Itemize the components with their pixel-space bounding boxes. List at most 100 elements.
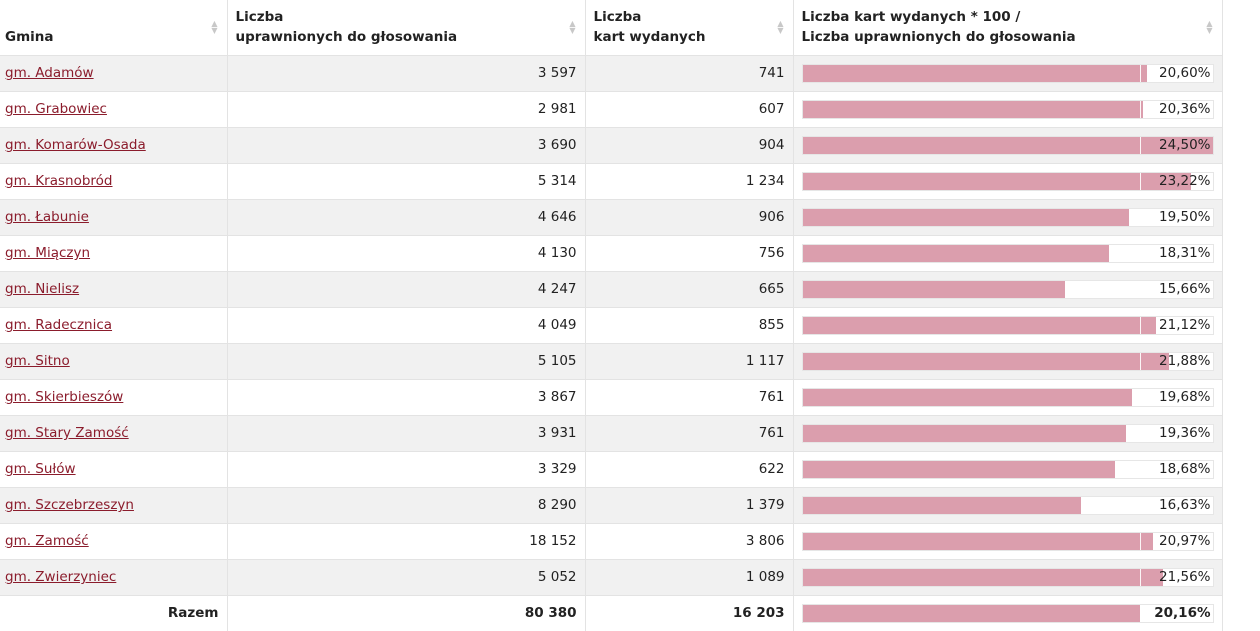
turnout-bar xyxy=(802,280,1065,298)
column-header-uprawnieni[interactable]: Liczba uprawnionych do głosowania ▲ ▼ xyxy=(227,0,586,55)
turnout-bar xyxy=(802,352,1169,370)
average-marker xyxy=(1139,388,1141,406)
average-marker xyxy=(1139,532,1141,550)
average-marker xyxy=(1139,244,1141,262)
sort-arrows-icon[interactable]: ▲ ▼ xyxy=(777,19,784,35)
average-marker xyxy=(1139,136,1141,154)
table-row: gm. Szczebrzeszyn 8 290 1 379 16,63% xyxy=(0,486,1223,523)
turnout-bar xyxy=(802,64,1148,82)
gmina-link[interactable]: gm. Zamość xyxy=(5,533,89,549)
gmina-link[interactable]: gm. Krasnobród xyxy=(5,173,113,189)
cell-karty: 904 xyxy=(585,126,794,163)
table-row: gm. Radecznica 4 049 855 21,12% xyxy=(0,306,1223,343)
turnout-bar-track: 20,16% xyxy=(801,603,1214,623)
cell-frekwencja: 19,50% xyxy=(793,198,1223,235)
cell-frekwencja: 20,97% xyxy=(793,522,1223,559)
table-row: gm. Sitno 5 105 1 117 21,88% xyxy=(0,342,1223,379)
average-marker xyxy=(1139,568,1141,586)
turnout-bar-track: 23,22% xyxy=(801,171,1214,191)
turnout-value: 21,12% xyxy=(1159,316,1211,333)
gmina-link[interactable]: gm. Stary Zamość xyxy=(5,425,129,441)
gmina-link[interactable]: gm. Grabowiec xyxy=(5,101,107,117)
cell-gmina: gm. Radecznica xyxy=(0,306,228,343)
cell-frekwencja: 21,56% xyxy=(793,558,1223,595)
gmina-link[interactable]: gm. Skierbieszów xyxy=(5,389,124,405)
gmina-link[interactable]: gm. Nielisz xyxy=(5,281,80,297)
sort-arrows-icon[interactable]: ▲ ▼ xyxy=(211,19,218,35)
table-row: gm. Zamość 18 152 3 806 20,97% xyxy=(0,522,1223,559)
turnout-bar-track: 15,66% xyxy=(801,279,1214,299)
average-marker xyxy=(1139,424,1141,442)
turnout-bar xyxy=(802,244,1109,262)
cell-karty: 761 xyxy=(585,378,794,415)
gmina-link[interactable]: gm. Sułów xyxy=(5,461,76,477)
cell-gmina: gm. Komarów-Osada xyxy=(0,126,228,163)
column-header-karty-line1: Liczba xyxy=(593,8,642,25)
cell-frekwencja: 18,68% xyxy=(793,450,1223,487)
cell-gmina: gm. Stary Zamość xyxy=(0,414,228,451)
gmina-link[interactable]: gm. Łabunie xyxy=(5,209,89,225)
cell-karty: 855 xyxy=(585,306,794,343)
cell-uprawnieni: 5 314 xyxy=(227,162,586,199)
cell-gmina: gm. Miączyn xyxy=(0,234,228,271)
cell-gmina: gm. Adamów xyxy=(0,54,228,91)
cell-karty: 607 xyxy=(585,90,794,127)
turnout-bar-track: 24,50% xyxy=(801,135,1214,155)
turnout-bar xyxy=(802,316,1156,334)
gmina-link[interactable]: gm. Szczebrzeszyn xyxy=(5,497,134,513)
cell-karty: 761 xyxy=(585,414,794,451)
turnout-bar-track: 16,63% xyxy=(801,495,1214,515)
table-row: gm. Miączyn 4 130 756 18,31% xyxy=(0,234,1223,271)
cell-frekwencja: 23,22% xyxy=(793,162,1223,199)
table-row: gm. Nielisz 4 247 665 15,66% xyxy=(0,270,1223,307)
table-row: gm. Łabunie 4 646 906 19,50% xyxy=(0,198,1223,235)
table-row: gm. Grabowiec 2 981 607 20,36% xyxy=(0,90,1223,127)
turnout-table: Gmina ▲ ▼ Liczba uprawnionych do głosowan… xyxy=(0,0,1223,631)
cell-uprawnieni: 8 290 xyxy=(227,486,586,523)
gmina-link[interactable]: gm. Miączyn xyxy=(5,245,91,261)
cell-uprawnieni: 4 130 xyxy=(227,234,586,271)
total-frekwencja: 20,16% xyxy=(793,594,1223,631)
turnout-value: 23,22% xyxy=(1159,172,1211,189)
sort-arrows-icon[interactable]: ▲ ▼ xyxy=(1206,19,1213,35)
column-header-gmina[interactable]: Gmina ▲ ▼ xyxy=(0,0,228,55)
gmina-link[interactable]: gm. Adamów xyxy=(5,65,94,81)
turnout-value: 19,68% xyxy=(1159,388,1211,405)
turnout-value: 15,66% xyxy=(1159,280,1211,297)
cell-frekwencja: 19,36% xyxy=(793,414,1223,451)
cell-gmina: gm. Łabunie xyxy=(0,198,228,235)
cell-frekwencja: 24,50% xyxy=(793,126,1223,163)
table-row: gm. Komarów-Osada 3 690 904 24,50% xyxy=(0,126,1223,163)
turnout-value: 20,60% xyxy=(1159,64,1211,81)
gmina-link[interactable]: gm. Radecznica xyxy=(5,317,113,333)
cell-uprawnieni: 18 152 xyxy=(227,522,586,559)
turnout-value: 16,63% xyxy=(1159,496,1211,513)
turnout-bar-track: 19,36% xyxy=(801,423,1214,443)
column-header-frekwencja[interactable]: Liczba kart wydanych * 100 / Liczba upra… xyxy=(793,0,1223,55)
average-marker xyxy=(1139,208,1141,226)
column-header-uprawnieni-line1: Liczba xyxy=(235,8,284,25)
turnout-bar xyxy=(802,172,1192,190)
total-uprawnieni: 80 380 xyxy=(227,594,586,631)
table-row: gm. Adamów 3 597 741 20,60% xyxy=(0,54,1223,91)
turnout-bar-track: 18,31% xyxy=(801,243,1214,263)
cell-karty: 1 117 xyxy=(585,342,794,379)
table-row: gm. Zwierzyniec 5 052 1 089 21,56% xyxy=(0,558,1223,595)
table-row: gm. Skierbieszów 3 867 761 19,68% xyxy=(0,378,1223,415)
gmina-link[interactable]: gm. Komarów-Osada xyxy=(5,137,146,153)
column-header-karty[interactable]: Liczba kart wydanych ▲ ▼ xyxy=(585,0,794,55)
total-row: Razem 80 380 16 203 20,16% xyxy=(0,594,1223,631)
gmina-link[interactable]: gm. Sitno xyxy=(5,353,70,369)
table-row: gm. Sułów 3 329 622 18,68% xyxy=(0,450,1223,487)
gmina-link[interactable]: gm. Zwierzyniec xyxy=(5,569,117,585)
cell-karty: 622 xyxy=(585,450,794,487)
sort-arrows-icon[interactable]: ▲ ▼ xyxy=(569,19,576,35)
turnout-value: 20,97% xyxy=(1159,532,1211,549)
cell-gmina: gm. Krasnobród xyxy=(0,162,228,199)
column-header-gmina-label: Gmina xyxy=(5,28,54,45)
turnout-bar-track: 20,60% xyxy=(801,63,1214,83)
average-marker xyxy=(1139,64,1141,82)
cell-frekwencja: 19,68% xyxy=(793,378,1223,415)
turnout-value: 19,50% xyxy=(1159,208,1211,225)
cell-frekwencja: 16,63% xyxy=(793,486,1223,523)
